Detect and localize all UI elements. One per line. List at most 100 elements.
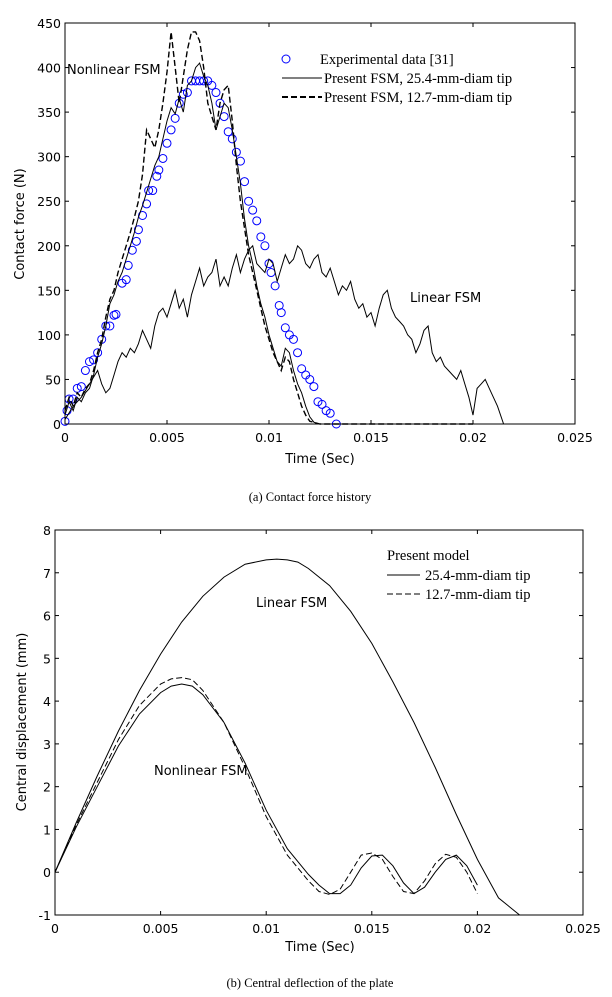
x-tick-label: 0.005 [143,921,179,936]
x-tick-label: 0.005 [149,430,185,445]
y-tick-label: 3 [43,737,51,752]
y-axis-label: Contact force (N) [13,168,28,279]
y-tick-label: 8 [43,523,51,538]
data-point [158,153,168,163]
legend-label-25mm: Present FSM, 25.4-mm-diam tip [324,71,512,87]
data-point [276,308,286,318]
y-tick-label: 6 [43,609,51,624]
data-point [80,366,90,376]
y-tick-label: 150 [37,283,61,298]
axis-ticks: 0 0.005 0.01 0.015 0.02 0.025 0 50 100 150 200 250 3… [37,16,593,445]
x-tick-label: 0 [51,921,59,936]
legend: Experimental data [31] Present FSM, 25.4… [281,52,512,106]
y-tick-label: 300 [37,150,61,165]
data-point [111,309,121,319]
x-tick-label: 0.025 [557,430,593,445]
y-axis-label: Central displacement (mm) [15,633,30,812]
y-tick-label: 400 [37,61,61,76]
data-point [293,348,303,358]
legend: Present model 25.4-mm-diam tip 12.7-mm-d… [387,548,531,603]
x-tick-label: 0.02 [463,921,491,936]
series-line-3 [64,244,510,425]
data-point [166,125,176,135]
y-tick-label: 0 [43,865,51,880]
contact-force-chart: 0 0.005 0.01 0.015 0.02 0.025 0 50 100 150 200 250 3… [13,16,593,504]
plot-area [60,31,510,429]
x-tick-label: 0 [61,430,69,445]
x-tick-label: 0.015 [354,921,390,936]
data-point [240,177,250,187]
data-point [170,113,180,123]
y-tick-label: 50 [45,372,61,387]
caption-a: (a) Contact force history [249,490,372,504]
data-point [252,216,262,226]
annotation-linear-fsm: Linear FSM [410,291,481,306]
axes-box [54,529,584,916]
data-point [127,245,137,255]
data-point [288,334,298,344]
legend-label-12mm: 12.7-mm-diam tip [425,587,531,603]
data-point [270,281,280,291]
legend-label-experimental: Experimental data [31] [320,52,454,68]
data-point [305,374,315,384]
data-point [133,225,143,235]
data-point [227,134,237,144]
data-point [131,236,141,246]
data-point [248,205,258,215]
plot-area [54,558,520,916]
y-tick-label: 100 [37,328,61,343]
data-point [152,171,162,181]
series-line-2 [54,677,478,896]
data-point [317,399,327,409]
experimental-points [60,76,341,429]
y-tick-label: -1 [39,908,51,923]
y-tick-label: 2 [43,780,51,795]
series-line-0 [54,558,520,916]
data-point [211,88,221,98]
legend-marker-experimental [281,54,291,64]
x-tick-label: 0.01 [255,430,283,445]
legend-label-12mm: Present FSM, 12.7-mm-diam tip [324,90,512,106]
data-point [89,355,99,365]
x-axis-label: Time (Sec) [284,940,355,955]
legend-title: Present model [387,548,470,564]
x-tick-label: 0.025 [565,921,601,936]
data-point [178,89,188,99]
data-point [76,382,86,392]
x-axis-label: Time (Sec) [284,452,355,467]
axes-box [64,22,576,425]
data-point [223,127,233,137]
data-point [325,408,335,418]
x-tick-label: 0.015 [353,430,389,445]
annotation-nonlinear-fsm: Nonlinear FSM [154,764,248,779]
y-tick-label: 5 [43,651,51,666]
caption-b: (b) Central deflection of the plate [227,976,394,990]
data-point [297,364,307,374]
y-tick-label: 0 [53,417,61,432]
y-tick-label: 4 [43,694,51,709]
y-tick-label: 350 [37,105,61,120]
x-tick-label: 0.02 [459,430,487,445]
data-point [154,165,164,175]
data-point [256,232,266,242]
annotation-nonlinear-fsm: Nonlinear FSM [67,63,161,78]
data-point [260,241,270,251]
y-tick-label: 7 [43,566,51,581]
series-line-1 [54,683,478,895]
series-line-1 [64,62,341,425]
y-tick-label: 200 [37,239,61,254]
annotation-linear-fsm: Linear FSM [256,596,327,611]
data-point [309,382,319,392]
data-point [84,357,94,367]
data-point [266,268,276,278]
data-point [162,138,172,148]
data-point [121,275,131,285]
data-point [101,321,111,331]
legend-label-25mm: 25.4-mm-diam tip [425,568,531,584]
y-tick-label: 250 [37,194,61,209]
data-point [280,323,290,333]
y-tick-label: 450 [37,16,61,31]
